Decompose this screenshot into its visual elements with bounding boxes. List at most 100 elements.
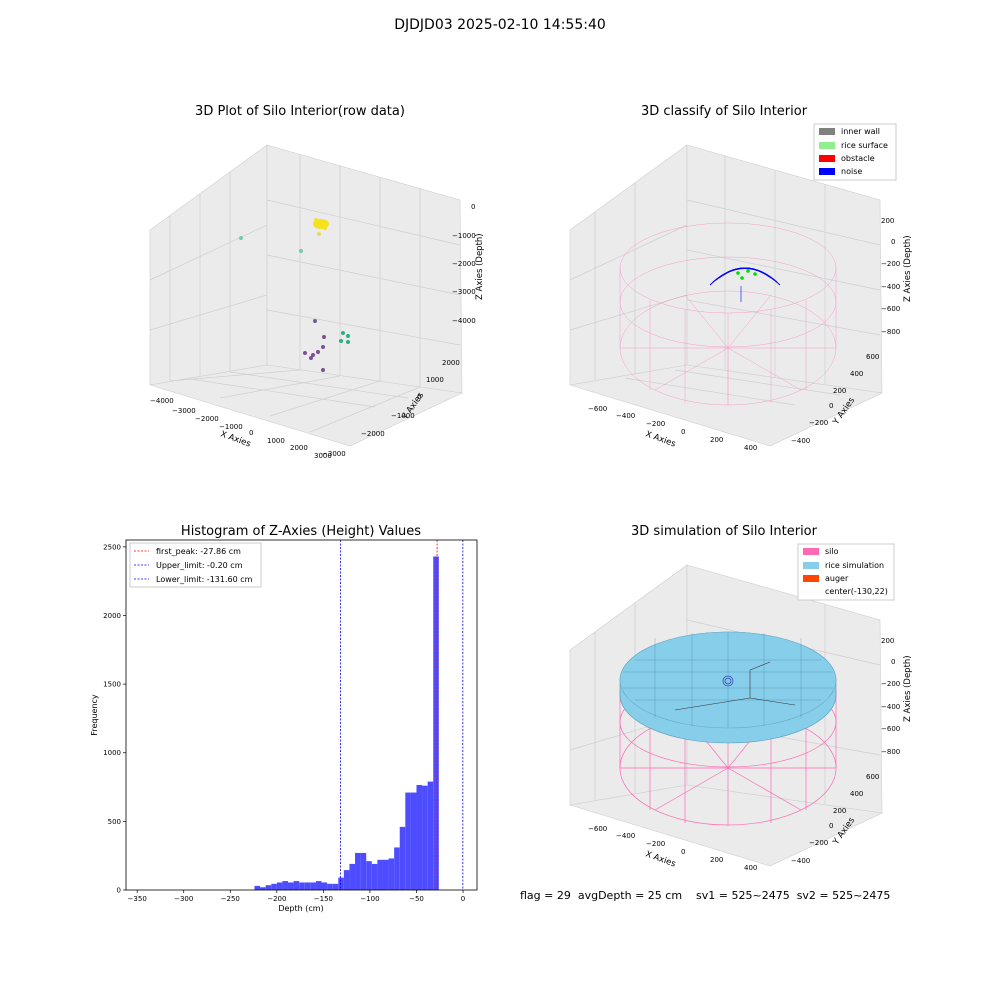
legend-swatch-obstacle xyxy=(819,155,835,162)
histogram-bar xyxy=(332,883,339,890)
y-tick-label: 500 xyxy=(108,818,121,826)
plot4-legend: silo rice simulation auger center(-130,2… xyxy=(797,543,895,601)
p4-xtick: 200 xyxy=(710,856,723,864)
p2-zlabel: Z Axies (Depth) xyxy=(903,235,913,302)
p4-ztick: −600 xyxy=(881,725,900,733)
p4-ztick: 0 xyxy=(891,658,895,666)
histogram-limit-lines xyxy=(340,540,464,890)
histogram-bar xyxy=(360,852,367,890)
plot2-3d-classify: −600 −400 −200 0 200 400 −400 −200 0 200… xyxy=(569,123,913,452)
histogram-bar xyxy=(366,861,372,890)
histogram-bar xyxy=(343,870,350,890)
p2-ztick: 0 xyxy=(891,238,895,246)
rice-surface-points xyxy=(736,269,757,280)
histogram-bar xyxy=(422,785,428,890)
p1-ytick: 0 xyxy=(417,393,421,401)
p1-ztick: −4000 xyxy=(452,317,476,325)
histogram-bar xyxy=(416,785,423,890)
p1-zlabel: Z Axies (Depth) xyxy=(475,233,485,300)
p4-zlabel: Z Axies (Depth) xyxy=(903,655,913,722)
legend-label: obstacle xyxy=(841,154,875,163)
legend-label: rice surface xyxy=(841,141,888,150)
p4-ztick: −400 xyxy=(881,703,900,711)
histogram-bar xyxy=(338,877,344,890)
p2-ytick: 600 xyxy=(866,353,879,361)
p1-ytick: −2000 xyxy=(361,430,385,438)
histogram-bar xyxy=(299,882,305,890)
p2-xlabel: X Axies xyxy=(644,429,677,449)
x-tick-label: −300 xyxy=(174,895,193,903)
x-tick-label: −250 xyxy=(221,895,240,903)
silo-wireframe xyxy=(619,222,837,406)
plot2-title: 3D classify of Silo Interior xyxy=(640,104,808,119)
histogram-ylabel: Frequency xyxy=(90,694,99,736)
histogram-bar xyxy=(382,859,389,890)
histogram-bar xyxy=(427,781,434,890)
y-tick-label: 0 xyxy=(117,887,121,895)
histogram-bar xyxy=(410,792,417,890)
p4-ytick: 600 xyxy=(866,773,879,781)
plot1-title: 3D Plot of Silo Interior(row data) xyxy=(195,104,405,119)
auger-lines xyxy=(674,661,796,711)
legend-swatch-rice-surface xyxy=(819,142,835,149)
p1-xtick: −1000 xyxy=(219,423,243,431)
histogram-bar xyxy=(355,852,361,890)
x-tick-label: −50 xyxy=(409,895,424,903)
x-tick-label: 0 xyxy=(461,895,465,903)
histogram-bar xyxy=(349,863,356,890)
p2-xtick: −200 xyxy=(646,420,665,428)
p4-ytick: −200 xyxy=(809,839,828,847)
histogram-bar xyxy=(260,887,266,890)
y-tick-label: 1000 xyxy=(103,749,121,757)
x-tick-label: −100 xyxy=(360,895,379,903)
p4-ytick: 200 xyxy=(833,807,846,815)
histogram-bar xyxy=(321,882,328,890)
x-tick-label: −150 xyxy=(314,895,333,903)
legend-label: noise xyxy=(841,167,862,176)
legend-swatch-auger xyxy=(803,575,819,582)
rice-surface-mesh xyxy=(623,632,833,728)
legend-swatch-inner-wall xyxy=(819,128,835,135)
p2-ytick: 200 xyxy=(833,387,846,395)
p2-xtick: 200 xyxy=(710,436,723,444)
p4-xtick: 400 xyxy=(744,864,757,872)
histogram-bar xyxy=(394,847,400,890)
p2-ztick: −800 xyxy=(881,328,900,336)
histogram-y-ticks: 0 500 1000 1500 2000 2500 xyxy=(103,543,126,895)
histogram-bar xyxy=(304,882,311,890)
plot1-points xyxy=(239,218,350,372)
plot4-3d-simulation: −600 −400 −200 0 200 400 −400 −200 0 200… xyxy=(569,543,913,872)
histogram-bar xyxy=(388,858,395,890)
p1-xtick: 2000 xyxy=(290,444,308,452)
legend-swatch-silo xyxy=(803,548,819,555)
histogram-bar xyxy=(288,882,294,890)
legend-swatch-noise xyxy=(819,168,835,175)
histogram-bar xyxy=(271,883,277,890)
p2-ytick: 400 xyxy=(850,370,863,378)
histogram-bar xyxy=(282,881,288,890)
p4-xtick: −400 xyxy=(616,832,635,840)
histogram-xlabel: Depth (cm) xyxy=(278,904,323,913)
p1-xtick: 3000 xyxy=(314,452,332,460)
p2-xtick: −400 xyxy=(616,412,635,420)
legend-label: Lower_limit: -131.60 cm xyxy=(156,575,253,584)
p4-ytick: −400 xyxy=(791,857,810,865)
p1-xtick: −3000 xyxy=(172,407,196,415)
histogram-bar xyxy=(310,882,316,890)
histogram-bar xyxy=(399,826,406,890)
legend-label: Upper_limit: -0.20 cm xyxy=(156,561,243,570)
p2-xtick: −600 xyxy=(588,405,607,413)
p1-xtick: 1000 xyxy=(267,437,285,445)
histogram-bar xyxy=(405,792,411,890)
p2-ztick: 200 xyxy=(881,217,894,225)
plot2-legend: inner wall rice surface obstacle noise xyxy=(813,123,897,181)
legend-label: first_peak: -27.86 cm xyxy=(156,547,241,556)
p2-ytick: 0 xyxy=(829,402,833,410)
p4-ytick: 400 xyxy=(850,790,863,798)
p4-xtick: −200 xyxy=(646,840,665,848)
legend-label: center(-130,22) xyxy=(825,587,888,596)
plot1-3d-scatter: −4000 −3000 −2000 −1000 0 1000 2000 3000… xyxy=(149,144,485,460)
p4-xtick: −600 xyxy=(588,825,607,833)
p1-ytick: −3000 xyxy=(322,450,346,458)
histogram-bar xyxy=(433,556,439,890)
